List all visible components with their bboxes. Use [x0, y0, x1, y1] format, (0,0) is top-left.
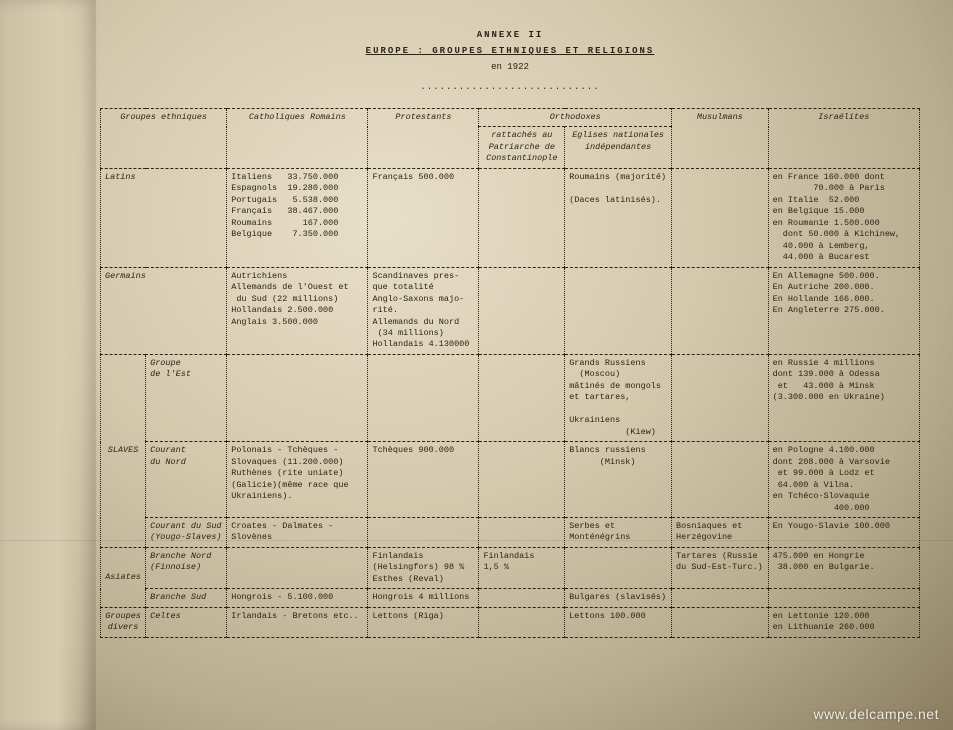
watermark: www.delcampe.net — [813, 706, 939, 722]
annex-header: ANNEXE II — [100, 30, 920, 40]
cell — [768, 589, 919, 607]
cell: Irlandais - Bretons etc.. — [227, 607, 368, 637]
table-row: Germains Autrichiens Allemands de l'Oues… — [101, 267, 920, 354]
cell: Finlandais (Helsingfors) 98 % Esthes (Re… — [368, 547, 479, 588]
col-catholiques: Catholiques Romains — [227, 109, 368, 169]
cell: Grands Russiens (Moscou) mâtinés de mong… — [565, 354, 672, 441]
col-orth-patriarche: rattachés au Patriarche de Constantinopl… — [479, 127, 565, 168]
cell: Roumains (majorité) (Daces latinisés). — [565, 168, 672, 267]
cell — [227, 547, 368, 588]
row-label-sud: Courant du Sud (Yougo-Slaves) — [146, 518, 227, 548]
cell — [672, 354, 769, 441]
cell — [368, 518, 479, 548]
cell: en Pologne 4.100.000 dont 208.000 à Vars… — [768, 442, 919, 518]
cell — [479, 267, 565, 354]
page-title: EUROPE : GROUPES ETHNIQUES ET RELIGIONS — [100, 46, 920, 56]
col-protestants: Protestants — [368, 109, 479, 169]
row-label-nord: Courant du Nord — [146, 442, 227, 518]
cell — [479, 354, 565, 441]
cell — [565, 267, 672, 354]
cell: Lettons 100.000 — [565, 607, 672, 637]
cell: Tchèques 900.000 — [368, 442, 479, 518]
cell: Polonais - Tchèques - Slovaques (11.200.… — [227, 442, 368, 518]
cell: En Yougo-Slavie 100.000 — [768, 518, 919, 548]
cell: Croates - Dalmates - Slovènes — [227, 518, 368, 548]
cell — [672, 168, 769, 267]
cell: Bosniaques et Herzégovine — [672, 518, 769, 548]
group-slaves: SLAVES — [101, 354, 146, 547]
col-orthodoxes: Orthodoxes — [479, 109, 672, 127]
table-row: Asiates Branche Nord (Finnoise) Finlanda… — [101, 547, 920, 588]
cell: Blancs russiens (Minsk) — [565, 442, 672, 518]
cell — [672, 607, 769, 637]
row-label-celtes: Celtes — [146, 607, 227, 637]
cell: Scandinaves pres- que totalité Anglo-Sax… — [368, 267, 479, 354]
table-row: Groupes divers Celtes Irlandais - Breton… — [101, 607, 920, 637]
table-row: Courant du Nord Polonais - Tchèques - Sl… — [101, 442, 920, 518]
row-label-germains: Germains — [101, 267, 227, 354]
col-israelites: Israélites — [768, 109, 919, 169]
group-divers: Groupes divers — [101, 607, 146, 637]
cell: en France 160.000 dont 70.000 à Paris en… — [768, 168, 919, 267]
row-label-bs: Branche Sud — [146, 589, 227, 607]
cell — [368, 354, 479, 441]
group-asiates: Asiates — [101, 547, 146, 607]
fold-line — [95, 0, 97, 730]
cell: Lettons (Riga) — [368, 607, 479, 637]
cell: Hongrois 4 millions — [368, 589, 479, 607]
cell — [479, 442, 565, 518]
cell: Tartares (Russie du Sud-Est-Turc.) — [672, 547, 769, 588]
cell — [672, 442, 769, 518]
col-musulmans: Musulmans — [672, 109, 769, 169]
row-label-est: Groupe de l'Est — [146, 354, 227, 441]
header-row-1: Groupes ethniques Catholiques Romains Pr… — [101, 109, 920, 127]
document-page: ANNEXE II EUROPE : GROUPES ETHNIQUES ET … — [100, 30, 920, 638]
cell: En Allemagne 500.000. En Autriche 200.00… — [768, 267, 919, 354]
separator-dots: ............................ — [100, 82, 920, 92]
cell: Français 500.000 — [368, 168, 479, 267]
table-row: Courant du Sud (Yougo-Slaves) Croates - … — [101, 518, 920, 548]
col-groupes: Groupes ethniques — [101, 109, 227, 169]
cell: en Lettonie 120.000 en Lithuanie 260.000 — [768, 607, 919, 637]
cell — [565, 547, 672, 588]
cell: 475.000 en Hongrie 38.000 en Bulgarie. — [768, 547, 919, 588]
cell: en Russie 4 millions dont 139.000 à Odes… — [768, 354, 919, 441]
cell: Finlandais 1,5 % — [479, 547, 565, 588]
cell — [227, 354, 368, 441]
table-row: Branche Sud Hongrois - 5.100.000 Hongroi… — [101, 589, 920, 607]
col-orth-nationales: Eglises nationales indépendantes — [565, 127, 672, 168]
cell — [672, 589, 769, 607]
year-line: en 1922 — [100, 62, 920, 72]
row-label-bn: Branche Nord (Finnoise) — [146, 547, 227, 588]
cell: Serbes et Monténégrins — [565, 518, 672, 548]
cell — [479, 168, 565, 267]
cell — [672, 267, 769, 354]
cell: Bulgares (slavisés) — [565, 589, 672, 607]
row-label-latins: Latins — [101, 168, 227, 267]
cell — [479, 518, 565, 548]
table-row: Latins Italiens 33.750.000 Espagnols 19.… — [101, 168, 920, 267]
cell: Italiens 33.750.000 Espagnols 19.280.000… — [227, 168, 368, 267]
ethnic-religion-table: Groupes ethniques Catholiques Romains Pr… — [100, 108, 920, 638]
cell: Hongrois - 5.100.000 — [227, 589, 368, 607]
page-left-edge — [0, 0, 95, 730]
table-row: SLAVES Groupe de l'Est Grands Russiens (… — [101, 354, 920, 441]
cell — [479, 589, 565, 607]
cell: Autrichiens Allemands de l'Ouest et du S… — [227, 267, 368, 354]
cell — [479, 607, 565, 637]
